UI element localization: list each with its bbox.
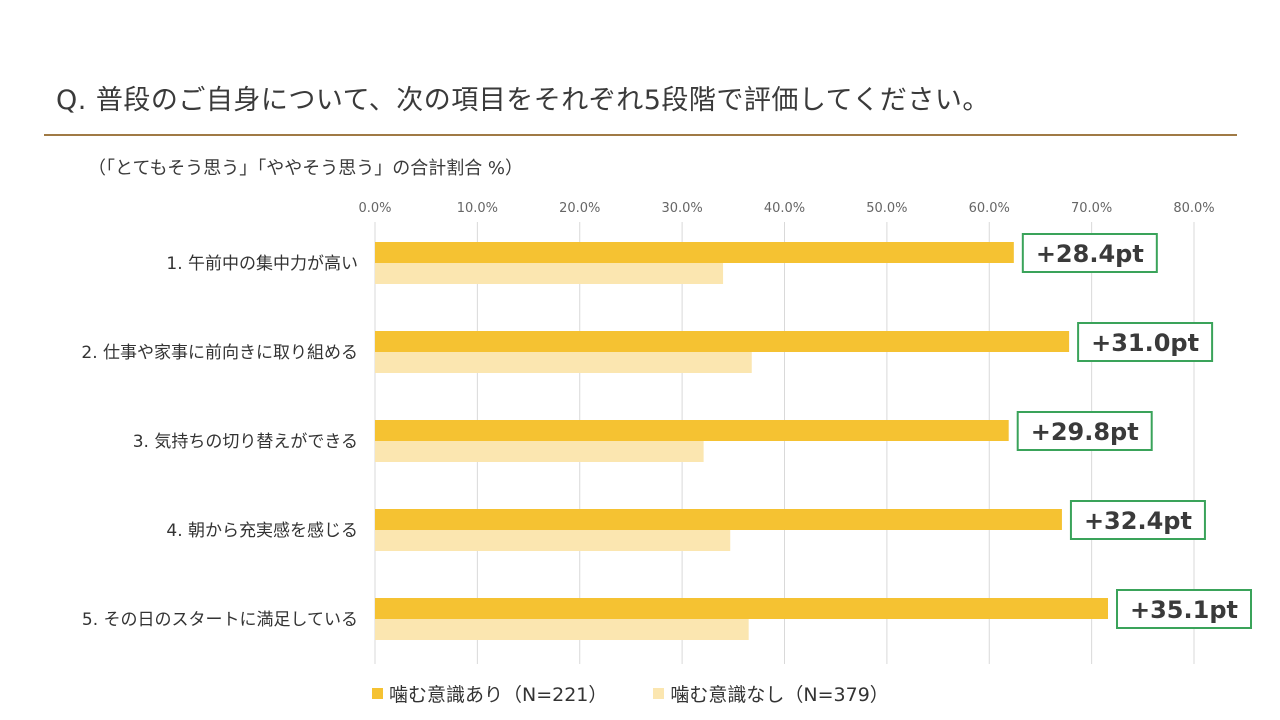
difference-annotation: +32.4pt <box>1084 507 1192 535</box>
difference-annotation-box <box>1077 322 1214 362</box>
category-label: 4. 朝から充実感を感じる <box>166 521 358 541</box>
legend-label-series1: 噛む意識あり（N=221） <box>389 684 608 706</box>
x-tick-label: 30.0% <box>661 201 702 216</box>
difference-annotation: +29.8pt <box>1031 418 1139 446</box>
category-label: 2. 仕事や家事に前向きに取り組める <box>81 343 358 363</box>
legend-swatch-series1 <box>372 688 383 699</box>
x-tick-label: 20.0% <box>559 201 600 216</box>
difference-annotation-box <box>1016 411 1153 451</box>
difference-annotation-box <box>1021 233 1158 273</box>
difference-annotation: +31.0pt <box>1091 329 1199 357</box>
difference-annotation: +35.1pt <box>1130 596 1238 624</box>
bar-series1 <box>375 331 1070 352</box>
title-divider <box>44 134 1237 136</box>
x-tick-label: 80.0% <box>1173 201 1214 216</box>
legend-item-series1: 噛む意識あり（N=221） <box>372 680 607 707</box>
bar-series2 <box>375 441 704 462</box>
chart-legend: 噛む意識あり（N=221） 噛む意識なし（N=379） <box>372 680 935 707</box>
difference-annotation-box <box>1069 500 1206 540</box>
legend-item-series2: 噛む意識なし（N=379） <box>653 680 889 707</box>
page-title: Q. 普段のご自身について、次の項目をそれぞれ5段階で評価してください。 <box>56 85 990 116</box>
category-label: 1. 午前中の集中力が高い <box>166 254 358 274</box>
x-tick-label: 10.0% <box>457 201 498 216</box>
x-tick-label: 0.0% <box>358 201 391 216</box>
x-tick-label: 60.0% <box>969 201 1010 216</box>
bar-series1 <box>375 598 1109 619</box>
legend-swatch-series2 <box>653 688 665 699</box>
bar-series2 <box>375 263 724 284</box>
x-tick-label: 40.0% <box>764 201 805 216</box>
category-label: 3. 気持ちの切り替えができる <box>133 432 358 452</box>
bar-series2 <box>375 352 752 373</box>
bar-series2 <box>375 619 749 640</box>
difference-annotation-box <box>1116 589 1253 629</box>
bar-series1 <box>375 242 1014 263</box>
x-tick-label: 70.0% <box>1071 201 1112 216</box>
legend-label-series2: 噛む意識なし（N=379） <box>670 684 889 706</box>
difference-annotation: +28.4pt <box>1036 240 1144 268</box>
x-tick-label: 50.0% <box>866 201 907 216</box>
chart-subtitle: （「とてもそう思う」「ややそう思う」の合計割合 %） <box>88 158 524 179</box>
category-label: 5. その日のスタートに満足している <box>82 610 358 630</box>
bar-series1 <box>375 420 1009 441</box>
bar-series1 <box>375 509 1062 530</box>
bar-series2 <box>375 530 731 551</box>
